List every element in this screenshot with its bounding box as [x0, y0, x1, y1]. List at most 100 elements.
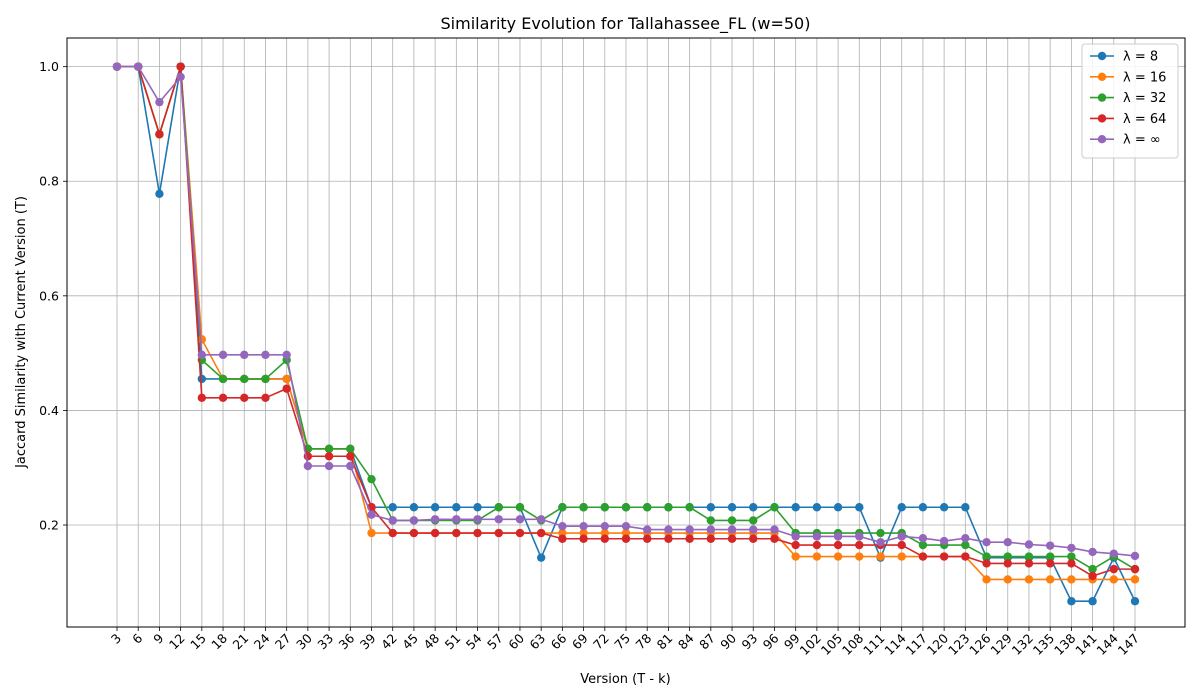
- data-point: [1024, 559, 1034, 568]
- data-point: [536, 528, 546, 538]
- legend-item: λ = ∞: [1090, 133, 1161, 148]
- data-point: [685, 503, 694, 512]
- legend-item: λ = 8: [1090, 50, 1158, 65]
- legend-item: λ = 16: [1090, 70, 1166, 85]
- data-point: [727, 525, 737, 534]
- legend-marker: [1097, 51, 1107, 61]
- data-point: [897, 503, 906, 512]
- data-point: [855, 540, 864, 550]
- data-point: [939, 536, 949, 546]
- data-point: [812, 503, 822, 512]
- data-point: [197, 350, 207, 360]
- data-point: [812, 552, 822, 561]
- data-point: [515, 528, 525, 538]
- data-point: [324, 461, 334, 471]
- data-point: [430, 503, 440, 512]
- legend-marker: [1097, 114, 1107, 123]
- data-point: [155, 189, 164, 199]
- data-point: [409, 528, 419, 538]
- chart-title: Similarity Evolution for Tallahassee_FL …: [441, 14, 811, 34]
- data-point: [1003, 559, 1012, 568]
- data-point: [112, 62, 122, 71]
- data-point: [749, 534, 758, 543]
- data-point: [664, 534, 673, 543]
- legend-label: λ = 64: [1123, 112, 1166, 127]
- data-point: [303, 461, 313, 471]
- y-tick-label: 0.2: [39, 518, 59, 533]
- data-point: [706, 516, 716, 525]
- data-point: [218, 393, 228, 403]
- data-point: [600, 534, 609, 543]
- data-point: [982, 538, 991, 547]
- data-point: [515, 515, 525, 524]
- data-point: [770, 525, 779, 534]
- data-point: [876, 538, 885, 547]
- data-point: [240, 350, 249, 360]
- x-axis-title: Version (T - k): [580, 672, 671, 687]
- data-point: [324, 452, 334, 461]
- data-point: [1130, 551, 1140, 561]
- y-tick-label: 0.6: [39, 288, 59, 303]
- data-point: [261, 350, 270, 360]
- data-point: [727, 516, 737, 525]
- legend-marker: [1097, 72, 1107, 82]
- data-point: [473, 515, 482, 524]
- data-point: [197, 393, 207, 403]
- data-point: [664, 525, 673, 534]
- data-point: [1067, 597, 1076, 606]
- data-point: [1088, 597, 1097, 606]
- data-point: [855, 532, 864, 541]
- y-tick-label: 1.0: [39, 59, 59, 74]
- data-point: [939, 552, 949, 561]
- data-point: [430, 515, 440, 524]
- data-point: [409, 516, 419, 525]
- data-point: [176, 62, 185, 71]
- data-point: [621, 534, 631, 543]
- data-point: [706, 503, 716, 512]
- data-point: [1130, 597, 1140, 606]
- data-point: [982, 575, 991, 584]
- data-point: [749, 525, 758, 534]
- data-point: [833, 552, 843, 561]
- data-point: [1003, 538, 1012, 547]
- data-point: [494, 503, 503, 512]
- data-point: [218, 350, 228, 360]
- data-point: [1024, 552, 1034, 561]
- data-point: [197, 374, 207, 384]
- data-point: [558, 521, 567, 531]
- data-point: [643, 534, 652, 543]
- data-point: [452, 515, 461, 524]
- data-point: [855, 552, 864, 561]
- data-point: [918, 533, 928, 543]
- legend-label: λ = 8: [1123, 50, 1158, 65]
- data-point: [812, 532, 822, 541]
- data-point: [558, 534, 567, 543]
- data-point: [1088, 564, 1097, 574]
- data-point: [749, 503, 758, 512]
- data-point: [452, 528, 461, 538]
- data-point: [176, 72, 185, 82]
- data-point: [982, 559, 991, 568]
- data-point: [812, 540, 822, 550]
- data-point: [643, 503, 652, 512]
- data-point: [685, 525, 694, 534]
- legend-label: λ = 16: [1123, 70, 1166, 85]
- data-point: [918, 503, 928, 512]
- data-point: [621, 503, 631, 512]
- data-point: [1045, 541, 1055, 550]
- data-point: [282, 384, 291, 393]
- data-point: [155, 130, 164, 139]
- data-point: [1067, 559, 1076, 568]
- data-point: [1109, 549, 1118, 558]
- data-point: [1045, 552, 1055, 561]
- data-point: [600, 521, 609, 531]
- data-point: [1067, 575, 1076, 584]
- legend-marker: [1097, 135, 1107, 144]
- data-point: [706, 534, 716, 543]
- data-point: [643, 525, 652, 534]
- data-point: [600, 503, 609, 512]
- data-point: [452, 503, 461, 512]
- data-point: [282, 350, 291, 360]
